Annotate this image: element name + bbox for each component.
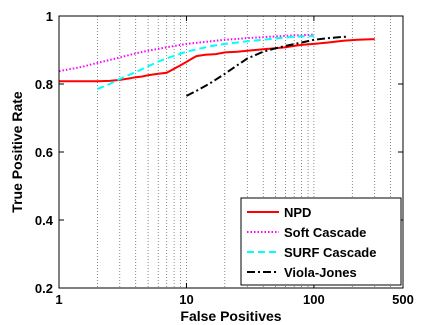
legend-label-3: SURF Cascade [284,245,376,260]
x-tick-label: 1 [55,292,62,307]
series-layer [58,33,375,97]
tick-layer: 1 10 100 500 0.2 0.4 0.6 0.8 1 [35,9,414,307]
grid-lines [97,16,391,288]
series-line-1 [59,38,375,83]
legend: NPD Soft Cascade SURF Cascade Viola-Jones [240,197,402,286]
x-tick-label: 100 [303,292,325,307]
x-tick-label: 10 [179,292,193,307]
series-line-4 [186,35,347,97]
y-tick-label: 0.6 [35,145,53,160]
legend-label-2: Soft Cascade [284,225,366,240]
y-tick-label: 0.8 [35,77,53,92]
series-line-2 [58,33,314,73]
series-line-3 [97,35,314,91]
y-axis-label: True Positive Rate [9,91,25,213]
y-tick-label: 0.2 [35,281,53,296]
y-tick-label: 1 [46,9,53,24]
legend-label-1: NPD [284,205,311,220]
y-tick-label: 0.4 [35,213,54,228]
legend-label-4: Viola-Jones [284,265,357,280]
x-axis-label: False Positives [180,308,281,324]
x-tick-label: 500 [392,292,414,307]
